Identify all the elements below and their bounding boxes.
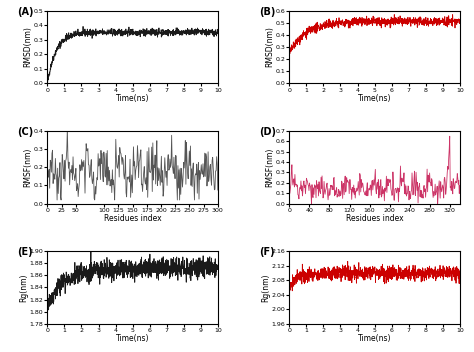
X-axis label: Time(ns): Time(ns) xyxy=(116,94,149,103)
X-axis label: Time(ns): Time(ns) xyxy=(116,334,149,344)
Text: (A): (A) xyxy=(17,7,33,17)
X-axis label: Time(ns): Time(ns) xyxy=(358,334,392,344)
Text: (B): (B) xyxy=(259,7,275,17)
Text: (C): (C) xyxy=(17,127,33,137)
X-axis label: Residues index: Residues index xyxy=(346,214,403,223)
Text: (D): (D) xyxy=(259,127,276,137)
Y-axis label: RMSD(nm): RMSD(nm) xyxy=(23,26,32,68)
X-axis label: Residues index: Residues index xyxy=(104,214,162,223)
Y-axis label: RMSD(nm): RMSD(nm) xyxy=(265,26,274,68)
Text: (F): (F) xyxy=(259,247,274,257)
Y-axis label: RMSF(nm): RMSF(nm) xyxy=(265,147,274,187)
Y-axis label: RMSF(nm): RMSF(nm) xyxy=(23,147,32,187)
Y-axis label: Rg(nm): Rg(nm) xyxy=(261,273,270,302)
Text: (E): (E) xyxy=(17,247,32,257)
X-axis label: Time(ns): Time(ns) xyxy=(358,94,392,103)
Y-axis label: Rg(nm): Rg(nm) xyxy=(19,273,28,302)
